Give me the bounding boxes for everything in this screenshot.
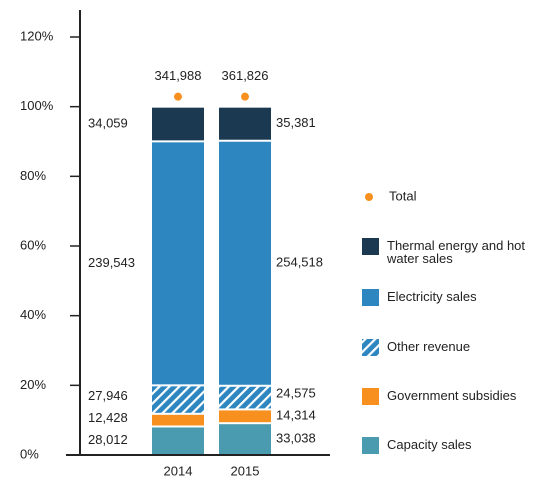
- data-label: 254,518: [276, 255, 323, 270]
- bar-segment: [219, 107, 271, 140]
- legend-swatch: [362, 388, 379, 405]
- data-label: 239,543: [88, 255, 135, 270]
- bar-segment: [219, 410, 271, 423]
- bar-segment: [219, 424, 271, 454]
- bar-segment: [219, 141, 271, 385]
- y-tick-label: 60%: [20, 237, 46, 252]
- legend-label-box: Government subsidies: [387, 389, 517, 403]
- y-tick-label: 40%: [20, 307, 46, 322]
- y-tick-label: 80%: [20, 168, 46, 183]
- bar-segment: [219, 386, 271, 409]
- total-label: 341,988: [155, 68, 202, 83]
- data-label: 35,381: [276, 115, 316, 130]
- legend-label-box: Other revenue: [387, 340, 471, 354]
- legend-label-box: Thermal energy and hot water sales: [387, 239, 526, 266]
- bar-segment: [152, 414, 204, 426]
- y-tick-label: 120%: [20, 28, 54, 43]
- total-label: 361,826: [222, 68, 269, 83]
- data-label: 28,012: [88, 432, 128, 447]
- bar-segment: [152, 142, 204, 385]
- legend-label: Capacity sales: [387, 438, 472, 452]
- data-label: 12,428: [88, 410, 128, 425]
- data-label: 34,059: [88, 115, 128, 130]
- bar-segment: [152, 386, 204, 413]
- data-label: 24,575: [276, 386, 316, 401]
- y-tick-label: 100%: [20, 98, 54, 113]
- legend-swatch: [362, 437, 379, 454]
- x-tick-label: 2014: [164, 463, 193, 478]
- x-tick-label: 2015: [231, 463, 260, 478]
- legend-swatch: [362, 238, 379, 255]
- legend-label: Thermal energy and hot water sales: [387, 239, 526, 266]
- total-marker: [174, 92, 182, 101]
- bar-segment: [152, 427, 204, 454]
- legend-label: Other revenue: [387, 340, 471, 354]
- legend-marker: [365, 193, 373, 201]
- legend-swatch: [362, 289, 379, 306]
- bar-segment: [152, 107, 204, 141]
- legend-label: Government subsidies: [387, 389, 517, 403]
- legend-swatch: [362, 339, 379, 356]
- legend-label-box: Electricity sales: [387, 290, 477, 304]
- legend-label: Electricity sales: [387, 290, 477, 304]
- legend-label-box: Capacity sales: [387, 438, 472, 452]
- y-tick-label: 0%: [20, 446, 39, 461]
- total-marker: [241, 92, 249, 101]
- data-label: 14,314: [276, 408, 316, 423]
- legend-label: Total: [389, 188, 417, 203]
- data-label: 27,946: [88, 388, 128, 403]
- y-tick-label: 20%: [20, 377, 46, 392]
- data-label: 33,038: [276, 431, 316, 446]
